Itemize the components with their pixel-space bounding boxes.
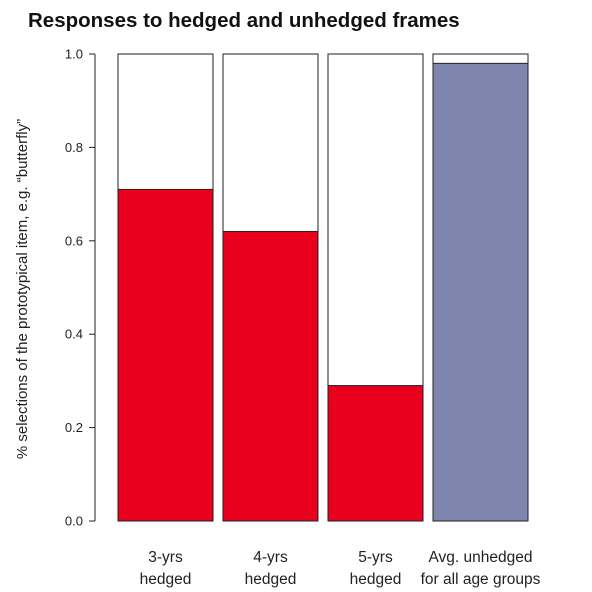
chart-title: Responses to hedged and unhedged frames bbox=[28, 9, 460, 32]
y-tick-label: 0.8 bbox=[65, 140, 83, 155]
bar bbox=[222, 230, 319, 522]
x-category-label: Avg. unhedged bbox=[428, 549, 532, 566]
bar-group bbox=[222, 53, 319, 522]
bar-group bbox=[327, 53, 424, 522]
bars bbox=[117, 53, 529, 522]
y-axis: 0.0 0.2 0.4 0.6 0.8 1.0 bbox=[65, 47, 96, 529]
x-category-label: 5-yrs bbox=[358, 549, 393, 566]
y-tick-label: 1.0 bbox=[65, 47, 83, 62]
y-tick-label: 0.2 bbox=[65, 420, 83, 435]
bar-group bbox=[432, 53, 529, 522]
bar-group bbox=[117, 53, 214, 522]
x-category-label: for all age groups bbox=[421, 571, 541, 588]
x-category-label: hedged bbox=[350, 571, 402, 588]
y-tick-label: 0.4 bbox=[65, 327, 83, 342]
x-category-label: hedged bbox=[245, 571, 297, 588]
y-tick-label: 0.0 bbox=[65, 514, 83, 529]
x-category-label: hedged bbox=[140, 571, 192, 588]
bar bbox=[432, 62, 529, 522]
bar bbox=[327, 385, 424, 522]
bar bbox=[117, 188, 214, 522]
y-tick-label: 0.6 bbox=[65, 233, 83, 248]
y-axis-label: % selections of the prototypical item, e… bbox=[14, 119, 31, 459]
x-category-label: 4-yrs bbox=[253, 549, 288, 566]
x-axis-labels: 3-yrs hedged 4-yrs hedged 5-yrs hedged Avg. un… bbox=[140, 549, 541, 588]
x-category-label: 3-yrs bbox=[148, 549, 183, 566]
